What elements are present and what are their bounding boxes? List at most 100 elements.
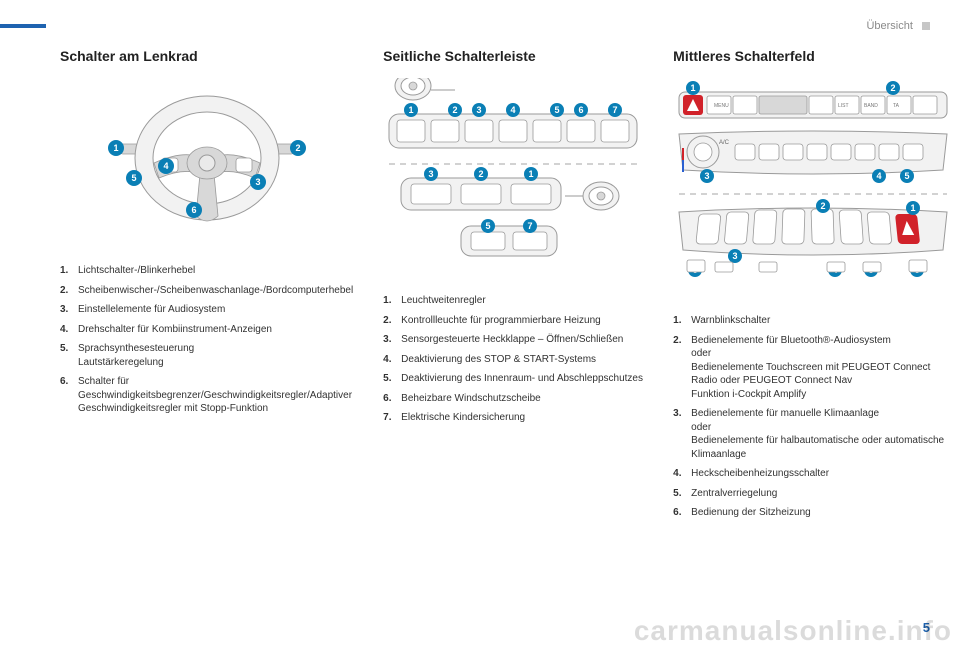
svg-text:7: 7: [528, 221, 533, 231]
item-text: Warnblinkschalter: [691, 314, 953, 328]
item-text: Scheibenwischer-/Scheibenwaschanlage-/Bo…: [78, 284, 353, 298]
item-num: 6.: [673, 506, 691, 520]
item-num: 4.: [383, 353, 401, 367]
svg-text:2: 2: [479, 169, 484, 179]
item-num: 1.: [383, 294, 401, 308]
item-text: Lichtschalter-/Blinkerhebel: [78, 264, 353, 278]
item-num: 5.: [673, 487, 691, 501]
item-num: 3.: [383, 333, 401, 347]
svg-text:1: 1: [409, 105, 414, 115]
list-item: 2.Scheibenwischer-/Scheibenwaschanlage-/…: [60, 284, 353, 298]
list-item: 2.Kontrollleuchte für programmierbare He…: [383, 314, 643, 328]
page-number: 5: [923, 620, 930, 635]
svg-text:2: 2: [891, 83, 896, 93]
svg-text:2: 2: [821, 201, 826, 211]
svg-text:6: 6: [579, 105, 584, 115]
list-item: 5.SprachsynthesesteuerungLautstärkeregel…: [60, 342, 353, 369]
svg-text:7: 7: [613, 105, 618, 115]
svg-text:BAND: BAND: [864, 103, 878, 109]
watermark: carmanualsonline.info: [634, 615, 952, 647]
list-item: 6.Bedienung der Sitzheizung: [673, 506, 953, 520]
item-text: Zentralverriegelung: [691, 487, 953, 501]
col-steering-wheel: Schalter am Lenkrad 1 2: [60, 48, 353, 526]
item-text: Sensorgesteuerte Heckklappe – Öffnen/Sch…: [401, 333, 643, 347]
list-item: 3.Bedienelemente für manuelle Klimaanlag…: [673, 407, 953, 461]
svg-text:1: 1: [911, 203, 916, 213]
col3-title: Mittleres Schalterfeld: [673, 48, 953, 64]
item-text: Einstellelemente für Audiosystem: [78, 303, 353, 317]
svg-text:3: 3: [255, 177, 260, 187]
col-center-console: Mittleres Schalterfeld 1 2: [673, 48, 953, 526]
section-label: Übersicht: [866, 20, 912, 32]
item-num: 4.: [60, 323, 78, 337]
svg-text:1: 1: [529, 169, 534, 179]
side-switches-diagram: 1 2 3 4 5 6 7 3 2 1: [383, 78, 643, 278]
svg-text:3: 3: [705, 171, 710, 181]
svg-text:MENU: MENU: [714, 103, 729, 109]
item-num: 3.: [673, 407, 691, 461]
section-accent-bar: [0, 24, 46, 28]
item-num: 3.: [60, 303, 78, 317]
list-item: 5.Deaktivierung des Innenraum- und Absch…: [383, 372, 643, 386]
center-console-diagram: 1 2 MENU LIST BAND TA A/C: [673, 78, 953, 298]
svg-text:5: 5: [905, 171, 910, 181]
list-item: 1.Lichtschalter-/Blinkerhebel: [60, 264, 353, 278]
list-item: 5.Zentralverriegelung: [673, 487, 953, 501]
item-text: Deaktivierung des STOP & START-Systems: [401, 353, 643, 367]
svg-text:4: 4: [511, 105, 516, 115]
item-text: Elektrische Kindersicherung: [401, 411, 643, 425]
item-text: Heckscheibenheizungsschalter: [691, 467, 953, 481]
item-num: 1.: [673, 314, 691, 328]
svg-text:3: 3: [429, 169, 434, 179]
col2-list: 1.Leuchtweitenregler 2.Kontrollleuchte f…: [383, 294, 643, 425]
list-item: 6.Beheizbare Windschutzscheibe: [383, 392, 643, 406]
item-num: 5.: [383, 372, 401, 386]
item-num: 5.: [60, 342, 78, 369]
col1-title: Schalter am Lenkrad: [60, 48, 353, 64]
item-num: 2.: [673, 334, 691, 402]
item-text: Leuchtweitenregler: [401, 294, 643, 308]
svg-text:2: 2: [295, 143, 300, 153]
svg-text:A/C: A/C: [719, 140, 730, 146]
svg-text:LIST: LIST: [838, 103, 849, 109]
svg-text:1: 1: [691, 83, 696, 93]
list-item: 3.Sensorgesteuerte Heckklappe – Öffnen/S…: [383, 333, 643, 347]
svg-text:5: 5: [486, 221, 491, 231]
svg-text:5: 5: [131, 173, 136, 183]
item-text: Drehschalter für Kombiinstrument-Anzeige…: [78, 323, 353, 337]
item-num: 4.: [673, 467, 691, 481]
col3-list: 1.Warnblinkschalter 2.Bedienelemente für…: [673, 314, 953, 520]
list-item: 1.Warnblinkschalter: [673, 314, 953, 328]
item-text: Schalter für Geschwindigkeitsbegrenzer/G…: [78, 375, 353, 416]
section-marker: [922, 22, 930, 30]
item-text: Deaktivierung des Innenraum- und Abschle…: [401, 372, 643, 386]
svg-text:4: 4: [163, 161, 168, 171]
header-section: Übersicht: [866, 20, 930, 32]
steering-wheel-diagram: 1 2 3 4 5 6: [60, 78, 353, 248]
svg-text:3: 3: [733, 251, 738, 261]
col2-title: Seitliche Schalterleiste: [383, 48, 643, 64]
list-item: 2.Bedienelemente für Bluetooth®-Audiosys…: [673, 334, 953, 402]
item-num: 2.: [60, 284, 78, 298]
svg-text:2: 2: [453, 105, 458, 115]
item-text: Bedienung der Sitzheizung: [691, 506, 953, 520]
list-item: 7.Elektrische Kindersicherung: [383, 411, 643, 425]
svg-text:1: 1: [113, 143, 118, 153]
content-columns: Schalter am Lenkrad 1 2: [60, 48, 930, 526]
list-item: 4.Drehschalter für Kombiinstrument-Anzei…: [60, 323, 353, 337]
item-num: 2.: [383, 314, 401, 328]
item-num: 6.: [383, 392, 401, 406]
svg-text:4: 4: [877, 171, 882, 181]
svg-text:5: 5: [555, 105, 560, 115]
list-item: 4.Heckscheibenheizungsschalter: [673, 467, 953, 481]
item-text: Kontrollleuchte für programmierbare Heiz…: [401, 314, 643, 328]
item-text: Bedienelemente für manuelle Klimaanlageo…: [691, 407, 953, 461]
svg-text:TA: TA: [893, 103, 900, 109]
item-num: 7.: [383, 411, 401, 425]
item-text: Beheizbare Windschutzscheibe: [401, 392, 643, 406]
svg-text:3: 3: [477, 105, 482, 115]
item-text: SprachsynthesesteuerungLautstärkeregelun…: [78, 342, 353, 369]
item-num: 6.: [60, 375, 78, 416]
list-item: 6.Schalter für Geschwindigkeitsbegrenzer…: [60, 375, 353, 416]
col1-list: 1.Lichtschalter-/Blinkerhebel 2.Scheiben…: [60, 264, 353, 416]
